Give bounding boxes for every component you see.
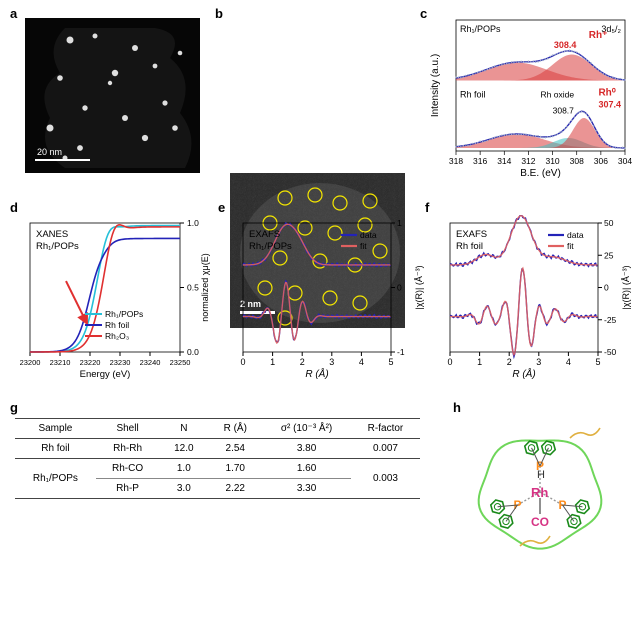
svg-text:XANES: XANES bbox=[36, 229, 68, 240]
svg-text:307.4: 307.4 bbox=[598, 100, 621, 110]
svg-text:23240: 23240 bbox=[140, 358, 161, 367]
svg-text:0.5: 0.5 bbox=[187, 283, 199, 293]
svg-text:R (Å): R (Å) bbox=[305, 367, 328, 380]
svg-text:0: 0 bbox=[397, 283, 402, 293]
svg-text:data: data bbox=[567, 230, 584, 240]
svg-text:314: 314 bbox=[497, 156, 511, 166]
label-c: c bbox=[420, 6, 427, 21]
svg-text:fit: fit bbox=[567, 241, 574, 251]
svg-text:1: 1 bbox=[270, 357, 275, 367]
scalebar-a-text: 20 nm bbox=[37, 147, 62, 157]
svg-text:CO: CO bbox=[531, 515, 549, 529]
svg-text:EXAFS: EXAFS bbox=[456, 229, 487, 240]
svg-text:23250: 23250 bbox=[170, 358, 191, 367]
svg-text:318: 318 bbox=[449, 156, 463, 166]
label-g: g bbox=[10, 400, 18, 415]
svg-text:Rh₁/POPs: Rh₁/POPs bbox=[460, 24, 501, 34]
svg-text:316: 316 bbox=[473, 156, 487, 166]
svg-text:Rh: Rh bbox=[531, 485, 548, 500]
svg-text:312: 312 bbox=[521, 156, 535, 166]
svg-text:EXAFS: EXAFS bbox=[249, 229, 280, 240]
svg-text:50: 50 bbox=[604, 218, 614, 228]
svg-text:3: 3 bbox=[329, 357, 334, 367]
svg-text:23200: 23200 bbox=[20, 358, 41, 367]
svg-text:-25: -25 bbox=[604, 315, 617, 325]
panel-d-chart: 23200 23210 23220 23230 23240 232500.0 0.5 1.0 E… bbox=[12, 215, 212, 380]
svg-text:fit: fit bbox=[360, 241, 367, 251]
svg-text:308: 308 bbox=[570, 156, 584, 166]
svg-text:4: 4 bbox=[359, 357, 364, 367]
svg-text:0: 0 bbox=[447, 357, 452, 367]
svg-text:-50: -50 bbox=[604, 347, 617, 357]
panel-h-schematic: PPPRhHCO bbox=[448, 410, 633, 585]
svg-text:23230: 23230 bbox=[110, 358, 131, 367]
svg-text:25: 25 bbox=[604, 250, 614, 260]
label-b: b bbox=[215, 6, 223, 21]
label-a: a bbox=[10, 6, 17, 21]
panel-e-chart: 0 1 2 3 4 5 -1 0 1 R (Å) |χ(R)| (Å⁻³) EXAFSRh₁/POPs… bbox=[225, 215, 425, 380]
svg-text:Energy (eV): Energy (eV) bbox=[80, 369, 131, 380]
svg-text:B.E. (eV): B.E. (eV) bbox=[520, 168, 561, 179]
svg-text:5: 5 bbox=[388, 357, 393, 367]
svg-text:23220: 23220 bbox=[80, 358, 101, 367]
svg-text:0.0: 0.0 bbox=[187, 347, 199, 357]
svg-text:0: 0 bbox=[604, 283, 609, 293]
panel-a-image: 20 nm bbox=[25, 18, 200, 173]
svg-text:23210: 23210 bbox=[50, 358, 71, 367]
label-f: f bbox=[425, 200, 429, 215]
svg-text:4: 4 bbox=[566, 357, 571, 367]
svg-text:308.7: 308.7 bbox=[553, 106, 575, 116]
svg-text:Rh⁰: Rh⁰ bbox=[598, 88, 615, 99]
panel-c-chart: 318 316 314 312 310 308 306 304 B.E. (eV) Intensi… bbox=[428, 14, 633, 179]
svg-text:H: H bbox=[537, 469, 545, 481]
svg-text:1: 1 bbox=[397, 218, 402, 228]
svg-text:Rh₁/POPs: Rh₁/POPs bbox=[249, 241, 292, 252]
svg-text:Rh foil: Rh foil bbox=[105, 320, 129, 330]
svg-text:306: 306 bbox=[594, 156, 608, 166]
svg-text:1.0: 1.0 bbox=[187, 218, 199, 228]
svg-text:Rh⁺: Rh⁺ bbox=[589, 30, 608, 41]
svg-text:310: 310 bbox=[545, 156, 559, 166]
svg-text:Rh₁/POPs: Rh₁/POPs bbox=[105, 309, 143, 319]
label-d: d bbox=[10, 200, 18, 215]
svg-text:data: data bbox=[360, 230, 377, 240]
svg-text:Rh foil: Rh foil bbox=[460, 90, 486, 100]
panel-f-chart: 0 1 2 3 4 5 -50 -25 0 25 50 R (Å) |χ(R)| (Å⁻³) EXAFSR… bbox=[432, 215, 632, 380]
svg-text:Intensity (a.u.): Intensity (a.u.) bbox=[430, 54, 441, 117]
svg-text:0: 0 bbox=[240, 357, 245, 367]
svg-text:1: 1 bbox=[477, 357, 482, 367]
svg-text:5: 5 bbox=[595, 357, 600, 367]
svg-text:normalized χμ(E): normalized χμ(E) bbox=[200, 253, 210, 321]
svg-text:R (Å): R (Å) bbox=[512, 367, 535, 380]
label-e: e bbox=[218, 200, 225, 215]
svg-text:-1: -1 bbox=[397, 347, 405, 357]
svg-text:2: 2 bbox=[300, 357, 305, 367]
svg-text:Rh₁/POPs: Rh₁/POPs bbox=[36, 241, 79, 252]
svg-text:Rh₂O₃: Rh₂O₃ bbox=[105, 331, 129, 341]
svg-text:3: 3 bbox=[536, 357, 541, 367]
svg-text:2: 2 bbox=[507, 357, 512, 367]
svg-text:308.4: 308.4 bbox=[554, 40, 577, 50]
svg-text:Rh foil: Rh foil bbox=[456, 241, 483, 252]
svg-text:304: 304 bbox=[618, 156, 632, 166]
svg-text:|χ(R)| (Å⁻³): |χ(R)| (Å⁻³) bbox=[414, 265, 424, 309]
svg-text:Rh oxide: Rh oxide bbox=[541, 90, 575, 100]
svg-text:|χ(R)| (Å⁻³): |χ(R)| (Å⁻³) bbox=[621, 265, 631, 309]
panel-g-table: SampleShellNR (Å)σ² (10⁻³ Å²)R-factorRh … bbox=[15, 418, 420, 499]
